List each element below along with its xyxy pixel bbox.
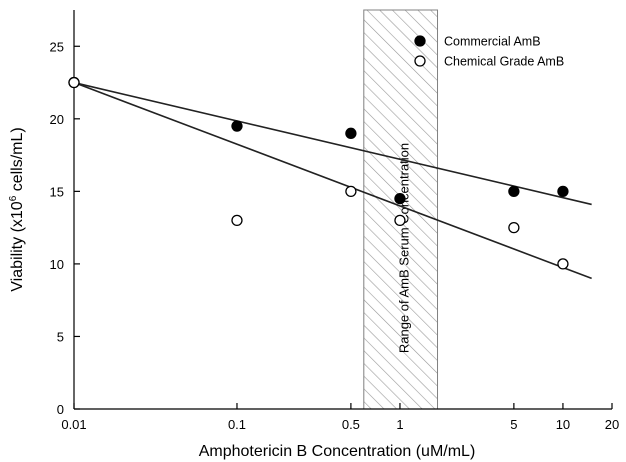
- legend: Commercial AmB Chemical Grade AmB: [414, 35, 564, 69]
- y-tick-label: 5: [57, 329, 64, 344]
- point-chemical-grade: [231, 214, 243, 227]
- point-chemical-grade: [508, 221, 520, 234]
- x-tick-label: 20: [605, 417, 619, 432]
- x-tick-label: 0.1: [228, 417, 246, 432]
- point-chemical-grade: [345, 185, 357, 198]
- y-tick-label: 25: [50, 39, 64, 54]
- x-tick-label: 0.01: [61, 417, 86, 432]
- serum-range-label: Range of AmB Serum Concentration: [397, 143, 412, 353]
- point-commercial: [557, 185, 569, 198]
- y-tick-label: 0: [57, 402, 64, 417]
- trendlines: [73, 81, 592, 280]
- trendline-chemical-grade: [73, 81, 592, 280]
- point-chemical-grade: [68, 76, 80, 89]
- y-tick-label: 20: [50, 112, 64, 127]
- trendline-commercial: [73, 81, 592, 206]
- axes: [73, 10, 612, 410]
- legend-marker: [414, 55, 426, 67]
- x-tick-label: 0.5: [342, 417, 360, 432]
- x-tick-label: 10: [556, 417, 570, 432]
- x-axis-ticks: 0.01 0.1 0.5 1 5 10 20: [61, 403, 619, 432]
- y-axis-title: Viability (x106 cells/mL): [8, 127, 26, 291]
- y-tick-label: 10: [50, 257, 64, 272]
- legend-label: Chemical Grade AmB: [444, 55, 564, 69]
- legend-label: Commercial AmB: [444, 35, 541, 49]
- y-tick-label: 15: [50, 184, 64, 199]
- serum-range-band: [363, 9, 439, 410]
- data-points: [68, 76, 569, 270]
- y-axis-title-prefix: Viability (x10: [9, 201, 26, 292]
- point-commercial: [394, 192, 406, 205]
- point-chemical-grade: [394, 214, 406, 227]
- legend-marker: [414, 35, 426, 47]
- point-commercial: [345, 127, 357, 139]
- serum-range-band-layer: Range of AmB Serum Concentration: [363, 9, 439, 410]
- point-commercial: [508, 185, 520, 198]
- x-tick-label: 5: [510, 417, 517, 432]
- point-chemical-grade: [557, 258, 569, 270]
- x-axis-title: Amphotericin B Concentration (uM/mL): [199, 443, 476, 460]
- y-axis-ticks: 0 5 10 15 20 25: [50, 39, 80, 417]
- x-tick-label: 1: [396, 417, 403, 432]
- y-axis-title-superscript: 6: [8, 195, 19, 201]
- point-commercial: [231, 120, 243, 132]
- y-axis-title-suffix: cells/mL): [9, 127, 26, 195]
